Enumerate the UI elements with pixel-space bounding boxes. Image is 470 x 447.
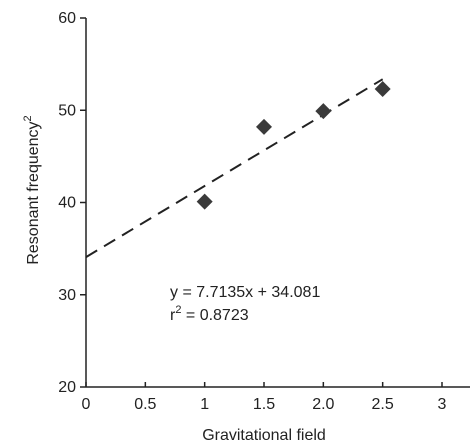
- x-tick-label: 1.5: [253, 396, 275, 413]
- data-points: [196, 81, 391, 210]
- r-squared-sup: 2: [175, 304, 181, 316]
- r-squared-value: = 0.8723: [181, 307, 248, 324]
- r-squared-annotation: r2 = 0.8723: [170, 304, 249, 324]
- data-point: [315, 103, 332, 120]
- trendline-group: [85, 78, 384, 258]
- x-tick-label: 1: [200, 396, 209, 413]
- trendline: [85, 78, 384, 258]
- x-tick-label: 0: [82, 396, 91, 413]
- x-tick-label: 2.0: [312, 396, 334, 413]
- equation-annotation: y = 7.7135x + 34.081: [170, 284, 320, 301]
- x-tick-label: 3: [438, 396, 447, 413]
- y-tick-label: 20: [58, 379, 76, 396]
- y-ticks: 20 30 40 50 60: [58, 10, 86, 396]
- y-tick-label: 40: [58, 195, 76, 212]
- data-point: [196, 193, 213, 210]
- y-tick-label: 30: [58, 287, 76, 304]
- x-tick-label: 2.5: [372, 396, 394, 413]
- y-axis-title-text: Resonant frequency: [25, 121, 42, 264]
- y-tick-label: 60: [58, 10, 76, 27]
- axes: [85, 18, 470, 388]
- y-axis-title: Resonant frequency2: [22, 115, 42, 264]
- y-tick-label: 50: [58, 102, 76, 119]
- x-axis-title: Gravitational field: [202, 427, 326, 444]
- r-squared-prefix: r: [170, 307, 176, 324]
- data-point: [374, 81, 391, 98]
- x-ticks: 0 0.5 1 1.5 2.0 2.5 3: [82, 382, 447, 413]
- x-tick-label: 0.5: [134, 396, 156, 413]
- data-point: [256, 118, 272, 135]
- y-axis-title-sup: 2: [22, 115, 34, 121]
